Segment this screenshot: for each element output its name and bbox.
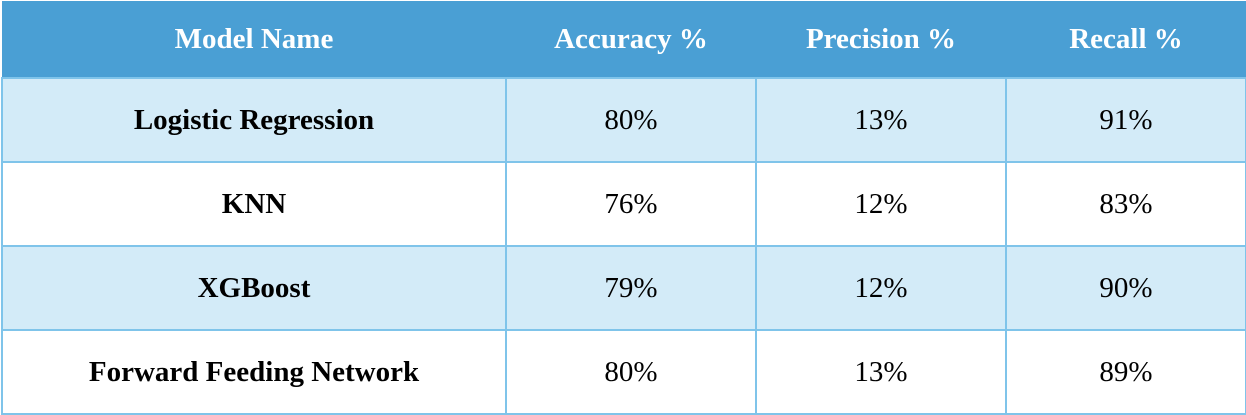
table-row: KNN 76% 12% 83% (1, 161, 1246, 247)
header-precision: Precision % (805, 22, 957, 55)
table-row: XGBoost 79% 12% 90% (1, 245, 1246, 331)
model-name-cell: Forward Feeding Network (1, 329, 507, 415)
table-body: Logistic Regression 80% 13% 91% KNN 76% … (1, 77, 1246, 415)
accuracy-cell: 76% (505, 161, 757, 247)
model-name-cell: XGBoost (1, 245, 507, 331)
precision-cell: 13% (755, 77, 1007, 163)
recall-cell: 91% (1005, 77, 1246, 163)
recall-cell: 90% (1005, 245, 1246, 331)
accuracy-cell: 80% (505, 329, 757, 415)
model-name-cell: KNN (1, 161, 507, 247)
recall-cell: 89% (1005, 329, 1246, 415)
header-recall: Recall % (1069, 22, 1183, 55)
table-row: Forward Feeding Network 80% 13% 89% (1, 329, 1246, 415)
header-row: Model Name Accuracy % Precision % Recall… (2, 1, 1246, 78)
recall-cell: 83% (1005, 161, 1246, 247)
accuracy-cell: 80% (505, 77, 757, 163)
table-row: Logistic Regression 80% 13% 91% (1, 77, 1246, 163)
accuracy-cell: 79% (505, 245, 757, 331)
header-model-name: Model Name (174, 22, 334, 55)
header-accuracy: Accuracy % (554, 22, 708, 55)
model-name-cell: Logistic Regression (1, 77, 507, 163)
precision-cell: 12% (755, 161, 1007, 247)
precision-cell: 12% (755, 245, 1007, 331)
table-header: Model Name Accuracy % Precision % Recall… (2, 1, 1246, 78)
precision-cell: 13% (755, 329, 1007, 415)
